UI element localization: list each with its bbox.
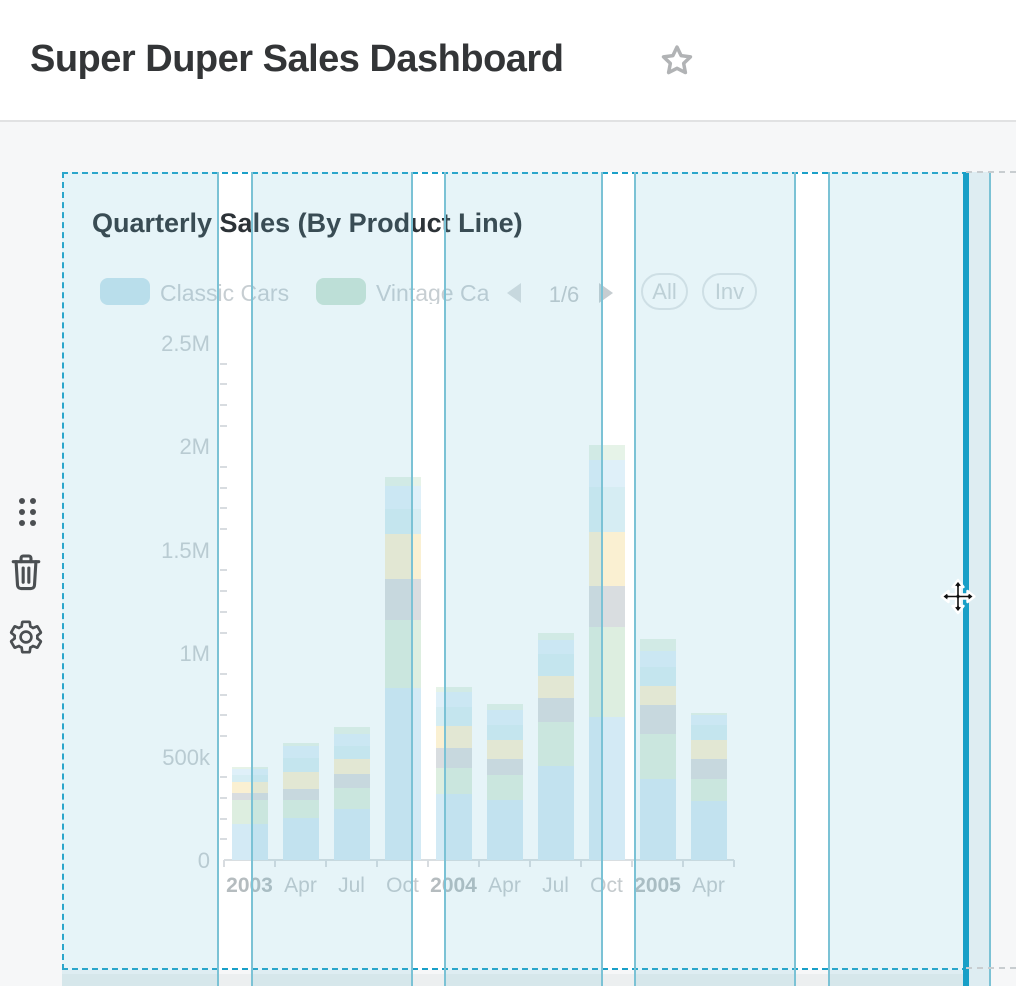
next-panel-edge [62,974,964,986]
original-extent-dash-top [966,171,1016,173]
dashboard-header: Super Duper Sales Dashboard [0,0,1016,120]
panel-drag-edge[interactable] [963,172,969,986]
move-cursor-icon [940,578,976,615]
gear-icon[interactable] [7,614,45,660]
dashboard-title: Super Duper Sales Dashboard [30,38,564,80]
original-extent-dash-bottom [966,967,1016,969]
chart-panel[interactable] [62,172,968,970]
trash-icon[interactable] [9,551,43,595]
dashboard-canvas: Quarterly Sales (By Product Line) Classi… [0,122,1016,986]
header-divider [0,120,1016,122]
drag-handle-icon[interactable] [14,496,41,528]
favorite-star-icon[interactable] [658,42,696,80]
grid-column-line [989,172,991,986]
